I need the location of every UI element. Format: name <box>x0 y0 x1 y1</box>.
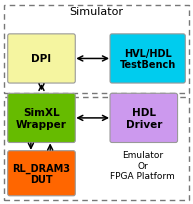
Text: HVL/HDL
TestBench: HVL/HDL TestBench <box>119 48 176 70</box>
Text: Simulator: Simulator <box>69 7 124 17</box>
Text: RL_DRAM3
DUT: RL_DRAM3 DUT <box>13 163 70 184</box>
Bar <box>4 6 189 94</box>
FancyBboxPatch shape <box>110 94 178 143</box>
Text: DPI: DPI <box>31 54 52 64</box>
FancyBboxPatch shape <box>8 151 75 196</box>
Text: HDL
Driver: HDL Driver <box>126 108 162 129</box>
FancyBboxPatch shape <box>8 35 75 84</box>
FancyBboxPatch shape <box>110 35 185 84</box>
FancyBboxPatch shape <box>8 94 75 143</box>
Bar <box>4 98 189 200</box>
Text: SimXL
Wrapper: SimXL Wrapper <box>16 108 67 129</box>
Text: Emulator
Or
FPGA Platform: Emulator Or FPGA Platform <box>110 150 175 180</box>
